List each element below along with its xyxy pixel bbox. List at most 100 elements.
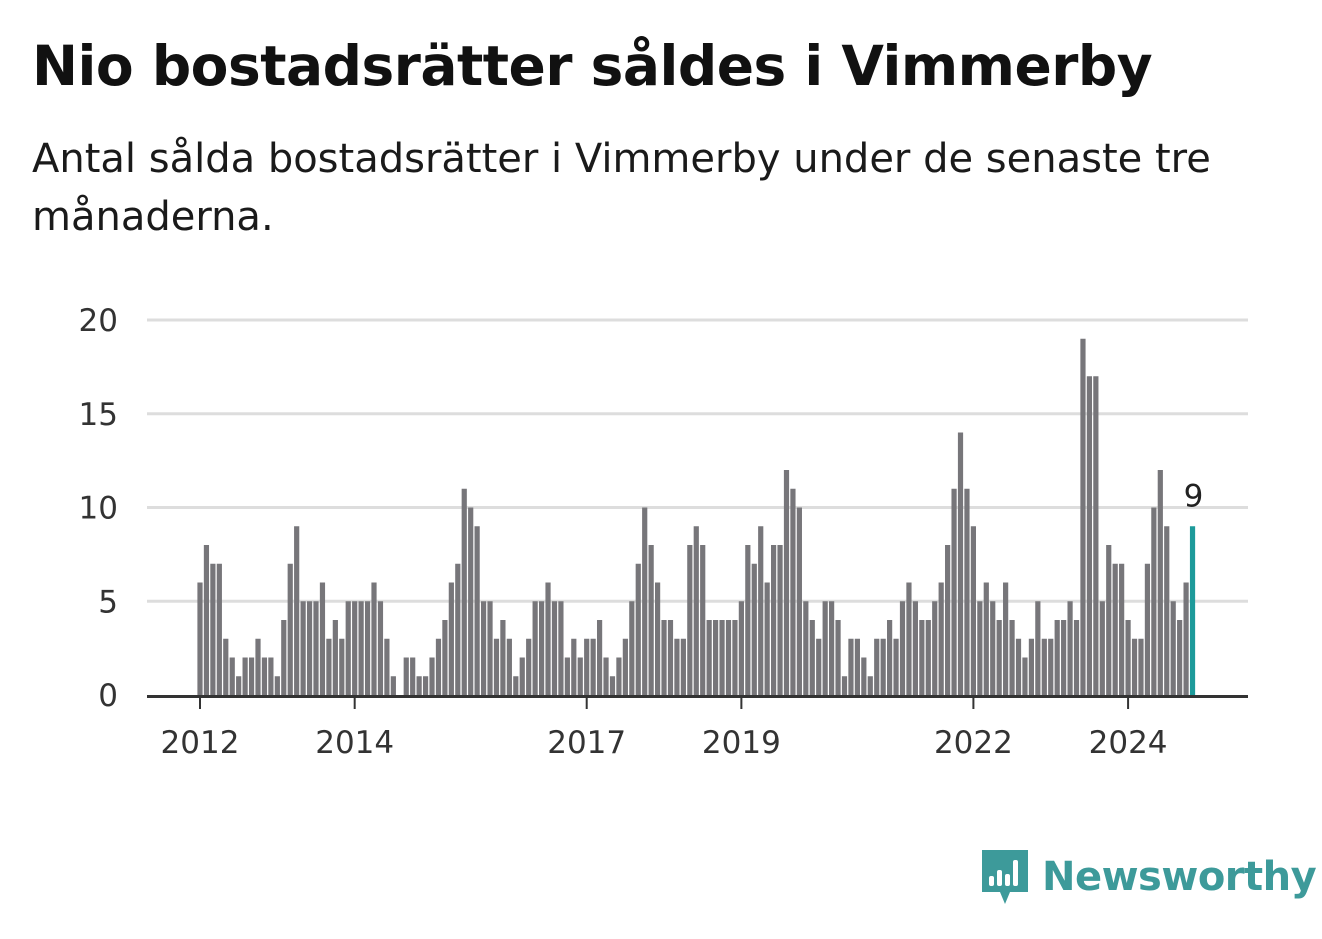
- bar: [803, 601, 809, 695]
- bar: [229, 657, 235, 695]
- bar: [706, 620, 712, 695]
- bar: [306, 601, 313, 695]
- bar: [719, 620, 725, 695]
- bar: [1106, 545, 1112, 695]
- bar: [487, 601, 493, 695]
- bar: [841, 676, 848, 695]
- bar: [835, 620, 841, 695]
- bar: [983, 582, 989, 695]
- bar: [790, 488, 796, 695]
- bar: [977, 601, 983, 695]
- bar: [429, 657, 435, 695]
- bar: [648, 545, 654, 695]
- bar: [957, 432, 964, 695]
- bar: [242, 657, 248, 695]
- bar: [661, 620, 667, 695]
- bar: [203, 545, 210, 695]
- bar: [1099, 601, 1105, 695]
- bar: [796, 507, 802, 695]
- bar: [435, 638, 442, 695]
- bar: [319, 582, 326, 695]
- bar: [945, 545, 951, 695]
- bar: [281, 620, 287, 695]
- bar: [468, 507, 474, 695]
- bar: [680, 638, 686, 695]
- bar: [313, 601, 319, 695]
- bar: [506, 638, 512, 695]
- bar: [893, 638, 899, 695]
- bar: [764, 582, 770, 695]
- bar: [236, 676, 242, 695]
- bar: [268, 657, 274, 695]
- bar: [1131, 638, 1138, 695]
- bar: [1177, 620, 1183, 695]
- y-tick-label: 0: [98, 678, 118, 714]
- bar: [751, 563, 757, 695]
- bar: [526, 638, 532, 695]
- bar: [274, 676, 280, 695]
- x-tick-label: 2019: [702, 725, 781, 761]
- bar: [1093, 376, 1099, 695]
- bar: [590, 638, 596, 695]
- bar: [339, 638, 345, 695]
- bar: [783, 470, 790, 695]
- y-tick-label: 5: [98, 584, 118, 620]
- bar: [513, 676, 519, 695]
- y-tick-label: 15: [79, 397, 118, 433]
- bar: [880, 638, 886, 695]
- bar: [223, 638, 229, 695]
- bar: [829, 601, 835, 695]
- bar: [745, 545, 751, 695]
- bar: [261, 657, 268, 695]
- bar: [455, 563, 461, 695]
- bar: [725, 620, 732, 695]
- bar: [300, 601, 306, 695]
- bar: [777, 545, 783, 695]
- bar: [700, 545, 706, 695]
- bar: [197, 582, 203, 695]
- bar: [551, 601, 558, 695]
- bar: [538, 601, 545, 695]
- bar: [326, 638, 332, 695]
- bar: [854, 638, 860, 695]
- bar: [919, 620, 925, 695]
- bar: [1022, 657, 1028, 695]
- bar: [358, 601, 364, 695]
- bar: [1151, 507, 1157, 695]
- bar: [622, 638, 628, 695]
- bar: [816, 638, 822, 695]
- bar: [642, 507, 648, 695]
- bar: [771, 545, 777, 695]
- bar: [1009, 620, 1015, 695]
- bar: [1080, 338, 1086, 695]
- bar: [596, 620, 603, 695]
- bar: [822, 601, 828, 695]
- bar: [255, 638, 261, 695]
- bar: [500, 620, 506, 695]
- bar: [990, 601, 996, 695]
- bar: [1054, 620, 1060, 695]
- bar: [480, 601, 487, 695]
- bar: [210, 563, 216, 695]
- bar: [996, 620, 1002, 695]
- bar: [899, 601, 906, 695]
- bar: [603, 657, 609, 695]
- bar: [332, 620, 338, 695]
- bar: [1067, 601, 1073, 695]
- bar: [532, 601, 538, 695]
- bar: [887, 620, 893, 695]
- bar: [371, 582, 377, 695]
- brand-name: Newsworthy: [1042, 854, 1317, 900]
- bar: [1157, 470, 1163, 695]
- bar: [867, 676, 873, 695]
- bar: [674, 638, 680, 695]
- bar: [584, 638, 590, 695]
- bar: [422, 676, 429, 695]
- bar: [1035, 601, 1041, 695]
- y-tick-label: 20: [79, 303, 118, 339]
- bar: [1125, 620, 1131, 695]
- bar: [655, 582, 661, 695]
- bar: [1164, 526, 1170, 695]
- bar: [377, 601, 384, 695]
- bar: [616, 657, 622, 695]
